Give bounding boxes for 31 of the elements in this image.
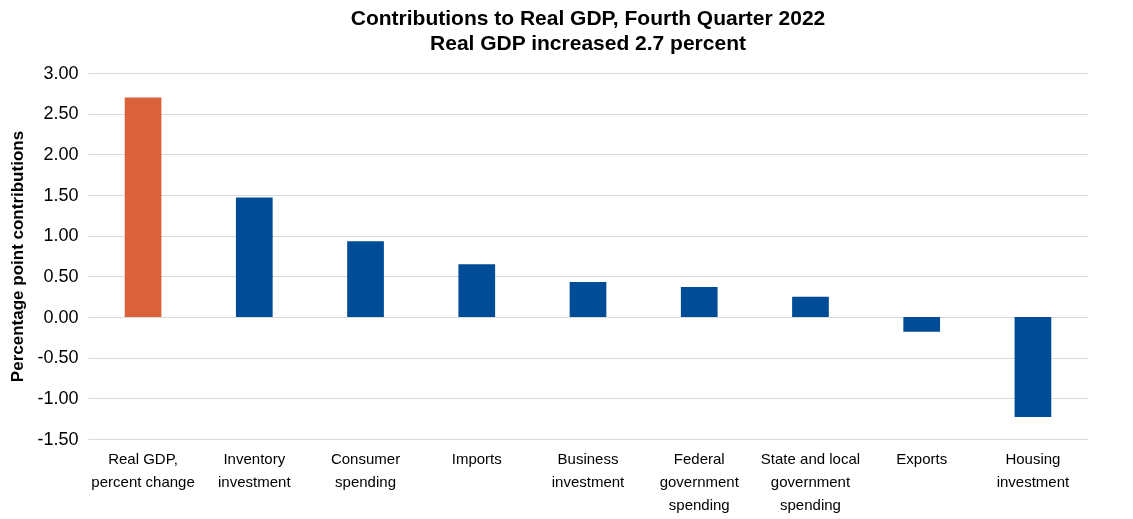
bar (792, 296, 829, 317)
x-tick-label: Business investment (551, 449, 626, 490)
y-tick-label: -0.50 (37, 347, 79, 368)
y-tick-label: 0.50 (43, 265, 79, 286)
y-tick-label: 3.00 (43, 62, 79, 83)
chart-title: Contributions to Real GDP, Fourth Quarter 2022 (350, 6, 826, 29)
bar (458, 264, 496, 317)
chart-subtitle: Real GDP increased 2.7 percent (430, 31, 746, 54)
bar (347, 241, 384, 317)
x-tick-label: Exports (896, 449, 948, 467)
bar (235, 197, 273, 317)
y-axis-title: Percentage point contributions (8, 130, 28, 383)
y-tick-label: 1.50 (43, 184, 79, 205)
bar (903, 317, 941, 332)
y-tick-label: 2.00 (43, 143, 79, 164)
x-tick-label: Real GDP, percent change (91, 449, 195, 490)
x-tick-label: Housing investment (996, 449, 1071, 490)
y-tick-label: 1.00 (43, 225, 79, 246)
y-tick-label: 2.50 (43, 103, 79, 124)
y-tick-label: -1.00 (37, 387, 79, 408)
x-tick-label: Imports (451, 449, 502, 467)
y-tick-label: 0.00 (43, 306, 79, 327)
x-tick-label: State and local government spending (760, 449, 861, 513)
bar (1014, 317, 1052, 418)
bar (124, 97, 162, 317)
x-tick-label: Federal government spending (659, 449, 740, 513)
bar (569, 282, 607, 317)
x-tick-label: Inventory investment (218, 449, 292, 490)
y-tick-label: -1.50 (37, 428, 79, 449)
x-tick-label: Consumer spending (330, 449, 401, 490)
bar (680, 286, 718, 317)
